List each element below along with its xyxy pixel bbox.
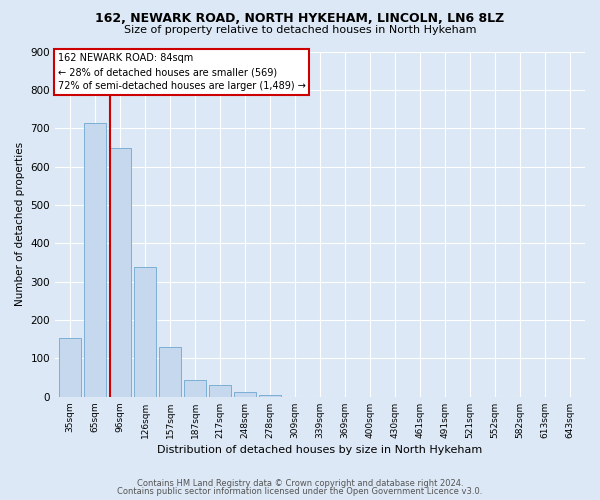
Text: Contains HM Land Registry data © Crown copyright and database right 2024.: Contains HM Land Registry data © Crown c…: [137, 478, 463, 488]
Text: 162, NEWARK ROAD, NORTH HYKEHAM, LINCOLN, LN6 8LZ: 162, NEWARK ROAD, NORTH HYKEHAM, LINCOLN…: [95, 12, 505, 26]
X-axis label: Distribution of detached houses by size in North Hykeham: Distribution of detached houses by size …: [157, 445, 482, 455]
Bar: [85, 123, 106, 397]
Bar: [184, 380, 206, 397]
Bar: [235, 392, 256, 397]
Bar: [259, 395, 281, 397]
Bar: [134, 266, 155, 397]
Text: 162 NEWARK ROAD: 84sqm
← 28% of detached houses are smaller (569)
72% of semi-de: 162 NEWARK ROAD: 84sqm ← 28% of detached…: [58, 53, 305, 91]
Y-axis label: Number of detached properties: Number of detached properties: [15, 142, 25, 306]
Bar: [160, 347, 181, 397]
Text: Contains public sector information licensed under the Open Government Licence v3: Contains public sector information licen…: [118, 487, 482, 496]
Text: Size of property relative to detached houses in North Hykeham: Size of property relative to detached ho…: [124, 25, 476, 35]
Bar: [209, 386, 230, 397]
Bar: [59, 338, 80, 397]
Bar: [109, 148, 131, 397]
